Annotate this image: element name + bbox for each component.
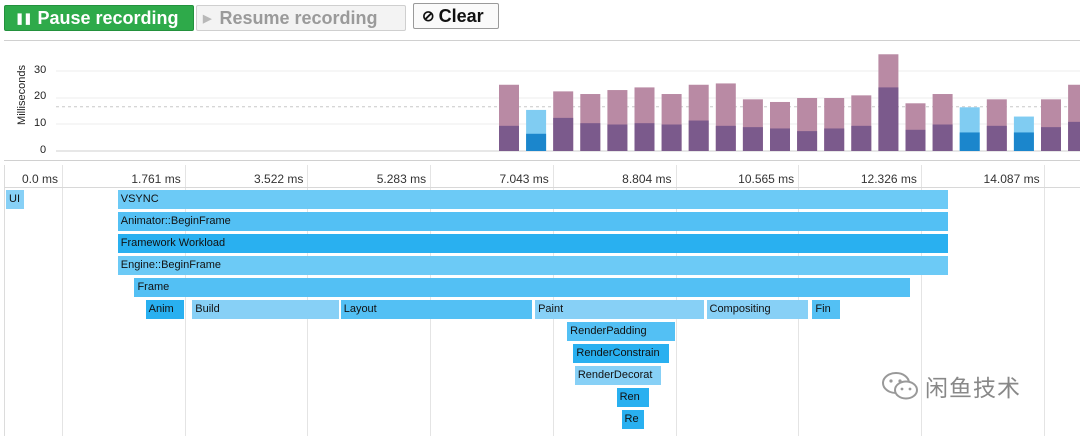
frame-bar-ui-6[interactable] (661, 124, 682, 152)
clear-button[interactable]: ⊘ Clear (413, 3, 499, 29)
timeline-panel[interactable] (4, 165, 1080, 436)
clear-label: Clear (438, 5, 484, 26)
time-tick-label: 5.283 ms (376, 172, 427, 186)
flame-bar-re[interactable]: Re (621, 410, 644, 429)
flame-bar-renderpadding[interactable]: RenderPadding (567, 322, 676, 341)
frame-bar-ui-10[interactable] (770, 128, 790, 151)
flame-bar-fin[interactable]: Fin (812, 300, 840, 319)
frame-bar-ui-3[interactable] (580, 123, 601, 151)
frame-bars-plot (56, 54, 1080, 152)
flame-bar-build[interactable]: Build (192, 300, 339, 319)
frame-bar-ui-15[interactable] (905, 129, 926, 151)
pause-recording-button[interactable]: ❚❚ Pause recording (4, 5, 194, 31)
watermark-text: 闲鱼技术 (925, 375, 1021, 401)
flame-bar-renderdecorat[interactable]: RenderDecorat (574, 366, 662, 385)
time-gridline (62, 165, 63, 436)
y-tick-20: 20 (34, 90, 47, 102)
flame-bar-compositing[interactable]: Compositing (706, 300, 809, 319)
frame-bar-ui-8[interactable] (715, 125, 736, 151)
frame-bar-ui-9[interactable] (742, 127, 763, 151)
time-tick-label: 1.761 ms (131, 172, 181, 186)
resume-recording-button[interactable]: ▶ Resume recording (196, 5, 406, 31)
pause-recording-label: Pause recording (37, 7, 179, 28)
flame-bar-renderconstrain[interactable]: RenderConstrain (573, 344, 669, 363)
time-ruler: 0.0 ms 1.761 ms 3.522 ms 5.283 ms 7.043 ms 8.… (4, 165, 1080, 188)
y-tick-10: 10 (34, 117, 47, 129)
frame-bar-ui-18[interactable] (986, 125, 1007, 151)
flame-bar-vsync[interactable]: VSYNC (117, 190, 949, 209)
flame-bar-layout[interactable]: Layout (340, 300, 533, 319)
frame-bar-ui-4[interactable] (607, 124, 628, 152)
time-tick-label: 12.326 ms (860, 172, 917, 186)
time-gridline (1043, 165, 1045, 436)
frame-bar-ui-0[interactable] (499, 125, 519, 151)
y-tick-30: 30 (34, 64, 47, 76)
wechat-logo-icon (882, 372, 918, 400)
time-tick-label: 14.087 ms (983, 172, 1040, 186)
frame-bar-ui-17[interactable] (959, 132, 980, 151)
time-gridline (920, 165, 922, 436)
frame-bar-ui-14[interactable] (878, 87, 899, 151)
time-tick-label: 0.0 ms (21, 172, 58, 186)
flame-bar-anim[interactable]: Anim (145, 300, 184, 319)
frame-bar-ui-7[interactable] (688, 120, 709, 151)
time-tick-label: 3.522 ms (254, 172, 304, 186)
resume-recording-label: Resume recording (219, 7, 378, 28)
flame-bar-frame[interactable]: Frame (134, 278, 910, 297)
frame-bar-ui-21[interactable] (1068, 121, 1080, 151)
flame-bar-ren[interactable]: Ren (616, 388, 649, 407)
frame-bar-ui-16[interactable] (932, 124, 953, 152)
flame-bar-paint[interactable]: Paint (535, 300, 705, 319)
clear-icon: ⊘ (422, 8, 435, 25)
frame-bar-total-21[interactable] (1068, 84, 1080, 151)
pause-icon: ❚❚ (15, 12, 32, 25)
frame-overview-chart[interactable]: Milliseconds 30 20 10 0 (4, 40, 1080, 161)
frame-bar-ui-11[interactable] (797, 131, 818, 151)
frame-bar-ui-5[interactable] (634, 123, 655, 151)
resume-play-icon: ▶ (203, 12, 212, 25)
flame-bar-framework-workload[interactable]: Framework Workload (117, 234, 949, 253)
frame-bar-ui-20[interactable] (1041, 127, 1061, 151)
watermark: 闲鱼技术 (881, 368, 1051, 404)
frame-bar-ui-2[interactable] (553, 117, 574, 151)
flame-bar-animator-beginframe[interactable]: Animator::BeginFrame (117, 212, 949, 231)
frame-bar-ui-12[interactable] (824, 128, 845, 151)
y-tick-0: 0 (40, 144, 47, 156)
time-tick-label: 10.565 ms (738, 172, 795, 186)
time-tick-label: 7.043 ms (499, 172, 549, 186)
time-tick-label: 8.804 ms (622, 172, 672, 186)
flame-bar-engine-beginframe[interactable]: Engine::BeginFrame (117, 256, 949, 275)
frame-bar-ui-13[interactable] (851, 125, 872, 151)
time-gridline (184, 165, 186, 436)
frame-bar-ui-19[interactable] (1013, 132, 1034, 151)
frame-bar-ui-1[interactable] (526, 133, 547, 151)
flame-bar-ui[interactable]: UI (6, 190, 24, 209)
